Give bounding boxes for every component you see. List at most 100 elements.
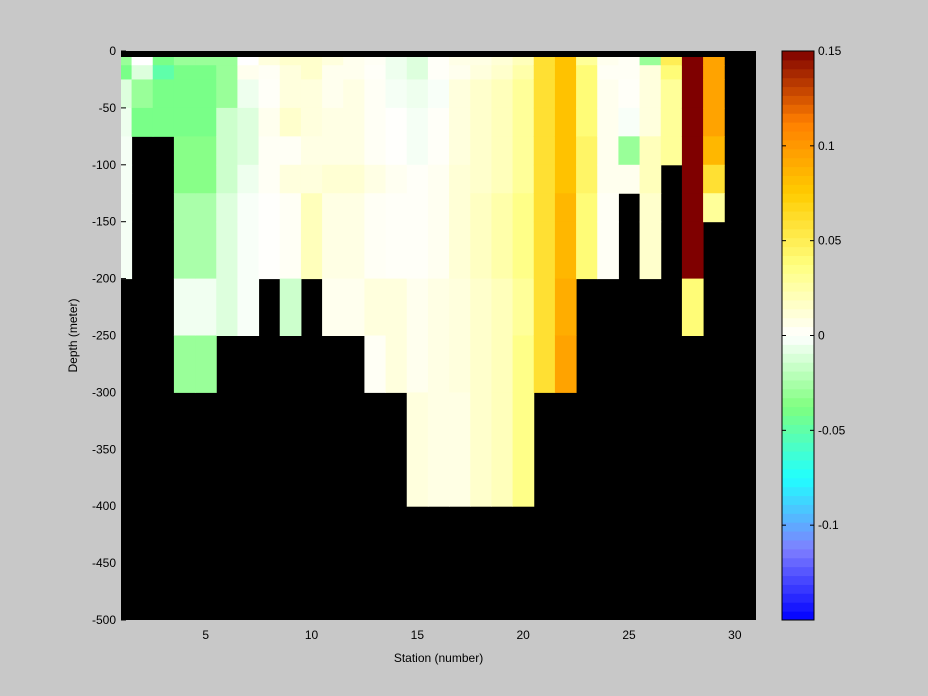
heatmap-cell [322,193,344,223]
heatmap-cell [618,136,641,166]
heatmap-cell [258,65,281,80]
heatmap-cell [237,107,260,137]
heatmap-cell [121,164,133,194]
heatmap-cell [279,278,302,336]
heatmap-cell [385,278,408,336]
heatmap-cell [216,164,238,194]
heatmap-cell [427,193,450,223]
heatmap-cell [533,221,556,280]
heatmap-cell [554,164,577,194]
colorbar-step [782,308,814,319]
heatmap-cell [576,65,598,80]
heatmap-cell [385,79,408,109]
colorbar-step [782,566,814,577]
heatmap-cell [364,65,387,80]
colorbar-step [782,593,814,603]
colorbar-step [782,193,814,203]
colorbar-step [782,282,814,292]
heatmap-cell [512,164,535,194]
heatmap-cell [258,136,281,166]
heatmap-cell [258,221,281,280]
colorbar-step [782,299,814,310]
colorbar-step [782,326,814,336]
y-tick-label: -350 [92,442,116,456]
colorbar-step [782,228,814,239]
heatmap-cell [449,335,471,393]
heatmap-cell [554,79,577,109]
colorbar-step [782,255,814,265]
heatmap-cell [385,65,408,80]
heatmap-cell [449,392,471,507]
heatmap-cell [533,65,556,80]
heatmap-cell [216,65,238,80]
heatmap-cell [300,221,323,280]
heatmap-cell [427,107,450,137]
heatmap-cell [470,107,492,137]
heatmap-cell [618,79,641,109]
heatmap-cell [364,221,387,280]
heatmap-cell [427,221,450,280]
heatmap-cell [554,107,577,137]
colorbar-step [782,424,814,434]
heatmap-cell [491,221,514,280]
heatmap-cell [343,278,365,336]
heatmap-cell [258,107,281,137]
heatmap-cell [173,107,196,137]
heatmap-cell [533,136,556,166]
colorbar-step [782,451,814,461]
heatmap-cell [173,136,196,166]
heatmap-cell [364,164,387,194]
heatmap-cell [681,164,704,194]
y-axis-ticks: 0 -50 -100 -150 -200 -250 -300 -350 -400 -450 -500 [92,44,126,627]
heatmap-cell [470,193,492,223]
heatmap-cell [681,193,704,223]
heatmap-cell [195,335,217,393]
heatmap-cell [216,107,238,137]
heatmap-cell [427,79,450,109]
colorbar-step [782,504,814,514]
heatmap-cell [703,107,725,137]
heatmap-cell [618,107,641,137]
heatmap-cell [152,65,175,80]
heatmap-cell [470,392,492,507]
heatmap-cell [131,107,154,137]
x-tick-label: 30 [728,628,742,642]
heatmap-cell [470,65,492,80]
heatmap-cell [639,221,662,280]
heatmap-cell [491,107,514,137]
heatmap-cell [385,136,408,166]
y-tick-label: -300 [92,385,116,399]
x-tick-label: 20 [516,628,530,642]
heatmap-cell [427,65,450,80]
heatmap-cell [279,107,302,137]
heatmap-cell [343,193,365,223]
heatmap-cell [121,51,133,66]
heatmap-cell [703,193,725,223]
heatmap-cell [427,164,450,194]
heatmap-cell [364,278,387,336]
heatmap-cell [173,79,196,109]
heatmap-cell [343,65,365,80]
heatmap-cell [152,107,175,137]
heatmap-cell [406,107,429,137]
heatmap-cell [639,164,662,194]
colorbar-step [782,468,814,479]
y-tick-label: -250 [92,329,116,343]
heatmap-cell [681,136,704,166]
heatmap-cell [681,79,704,109]
x-tick-label: 5 [202,628,209,642]
colorbar-step [782,246,814,256]
plot-area [121,51,756,620]
heatmap-cell [597,79,619,109]
heatmap-cell [279,79,302,109]
colorbar-step [782,433,814,443]
heatmap-cell [491,136,514,166]
heatmap-cell [237,221,260,280]
heatmap-cell [406,65,429,80]
heatmap-cell [258,79,281,109]
heatmap-cell [597,164,619,194]
heatmap-cell [660,79,683,109]
heatmap-cell [681,107,704,137]
heatmap-cell [300,65,323,80]
